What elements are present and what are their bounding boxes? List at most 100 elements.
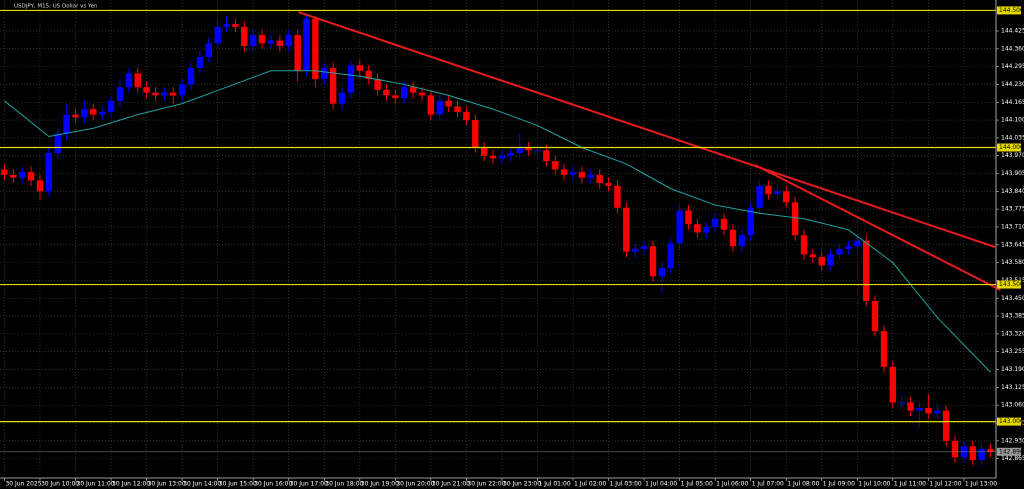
candle-body: [809, 254, 817, 258]
candle-body: [249, 35, 257, 47]
candle-body: [925, 407, 932, 414]
candle-body: [365, 70, 372, 79]
candle-body: [10, 174, 17, 178]
candle-body: [454, 106, 461, 112]
level-label: 144.500: [999, 7, 1024, 14]
candle-body: [951, 440, 959, 458]
y-tick-label: 143.905: [1001, 170, 1024, 177]
candle-body: [596, 174, 603, 184]
candle-body: [987, 449, 994, 452]
candle-body: [507, 152, 515, 156]
candle-body: [525, 147, 532, 151]
candle-body: [738, 235, 746, 247]
candle-body: [703, 226, 710, 233]
candle-body: [107, 100, 115, 112]
y-tick-label: 143.450: [1001, 295, 1024, 302]
y-tick-label: 143.190: [1001, 366, 1024, 373]
candle-body: [267, 40, 275, 44]
candle-body: [312, 18, 319, 79]
candle-body: [196, 57, 204, 68]
y-tick-label: 142.930: [1001, 437, 1024, 444]
candle-body: [667, 243, 674, 269]
candle-body: [143, 87, 150, 93]
y-tick-label: 143.580: [1001, 259, 1024, 266]
x-tick-label: 1 Jul 03:00: [610, 481, 642, 488]
x-tick-label: 1 Jul 01:00: [538, 481, 570, 488]
candle-body: [285, 35, 292, 47]
candle-body: [241, 26, 248, 47]
candle-body: [383, 89, 390, 96]
candle-body: [463, 111, 470, 121]
candle-body: [134, 73, 141, 88]
candle-body: [969, 446, 976, 461]
candle-body: [45, 152, 53, 192]
candle-body: [338, 92, 346, 104]
candle-body: [898, 402, 905, 404]
candle-body: [907, 402, 914, 411]
x-tick-label: 1 Jul 13:00: [965, 481, 997, 488]
candle-body: [862, 240, 870, 302]
x-tick-label: 1 Jul 07:00: [752, 481, 784, 488]
candle-body: [685, 210, 692, 225]
candle-body: [187, 67, 195, 85]
candle-body: [54, 133, 61, 153]
x-tick-label: 1 Jul 12:00: [929, 481, 961, 488]
x-tick-label: 1 Jul 10:00: [858, 481, 890, 488]
candle-body: [934, 410, 941, 414]
candle-body: [845, 246, 852, 249]
candle-body: [880, 331, 888, 367]
candle-body: [205, 43, 212, 58]
candle-body: [161, 92, 168, 96]
y-tick-label: 143.125: [1001, 384, 1024, 391]
candle-body: [614, 185, 621, 208]
candle-body: [72, 114, 79, 118]
x-tick-label: 30 Jun 21:00: [432, 481, 470, 488]
candle-body: [747, 207, 754, 236]
candle-body: [81, 109, 88, 118]
candle-body: [587, 174, 594, 178]
candle-body: [543, 150, 550, 162]
level-label-box: [997, 6, 1021, 15]
candle-body: [658, 268, 666, 277]
y-tick-label: 143.710: [1001, 223, 1024, 230]
candle-body: [418, 92, 426, 96]
candle-body: [836, 248, 843, 255]
candle-body: [818, 257, 825, 266]
x-tick-label: 30 Jun 16:00: [254, 481, 292, 488]
candle-body: [427, 95, 435, 115]
x-tick-label: 30 Jun 12:00: [112, 481, 150, 488]
candle-body: [516, 147, 523, 153]
candle-body: [623, 207, 630, 252]
candle-body: [916, 407, 923, 411]
y-tick-label: 144.165: [1001, 99, 1024, 106]
x-tick-label: 1 Jul 09:00: [823, 481, 855, 488]
candle-body: [729, 229, 737, 247]
candle-body: [498, 155, 506, 159]
level-label-box: [997, 417, 1021, 426]
y-tick-label: 143.515: [1001, 277, 1024, 284]
trendline: [754, 164, 1001, 291]
y-tick-label: 144.360: [1001, 45, 1024, 52]
x-tick-label: 1 Jul 11:00: [894, 481, 926, 488]
y-tick-label: 143.385: [1001, 313, 1024, 320]
x-tick-label: 30 Jun 10:00: [41, 481, 79, 488]
x-tick-label: 30 Jun 18:00: [325, 481, 363, 488]
level-label-box: [997, 280, 1021, 289]
candle-body: [294, 35, 301, 71]
x-tick-label: 30 Jun 2025: [5, 481, 41, 488]
candle-body: [889, 366, 897, 403]
x-tick-label: 30 Jun 11:00: [77, 481, 115, 488]
candle-body: [560, 169, 568, 175]
candle-body: [436, 100, 443, 115]
level-label: 144.000: [999, 144, 1024, 151]
candle-body: [178, 84, 186, 96]
candle-body: [303, 18, 310, 71]
x-tick-label: 30 Jun 19:00: [361, 481, 399, 488]
y-tick-label: 143.320: [1001, 330, 1024, 337]
x-tick-label: 1 Jul 04:00: [645, 481, 677, 488]
y-tick-label: 143.775: [1001, 206, 1024, 213]
x-tick-label: 1 Jul 08:00: [787, 481, 819, 488]
candle-body: [649, 246, 657, 277]
y-tick-label: 144.230: [1001, 81, 1024, 88]
